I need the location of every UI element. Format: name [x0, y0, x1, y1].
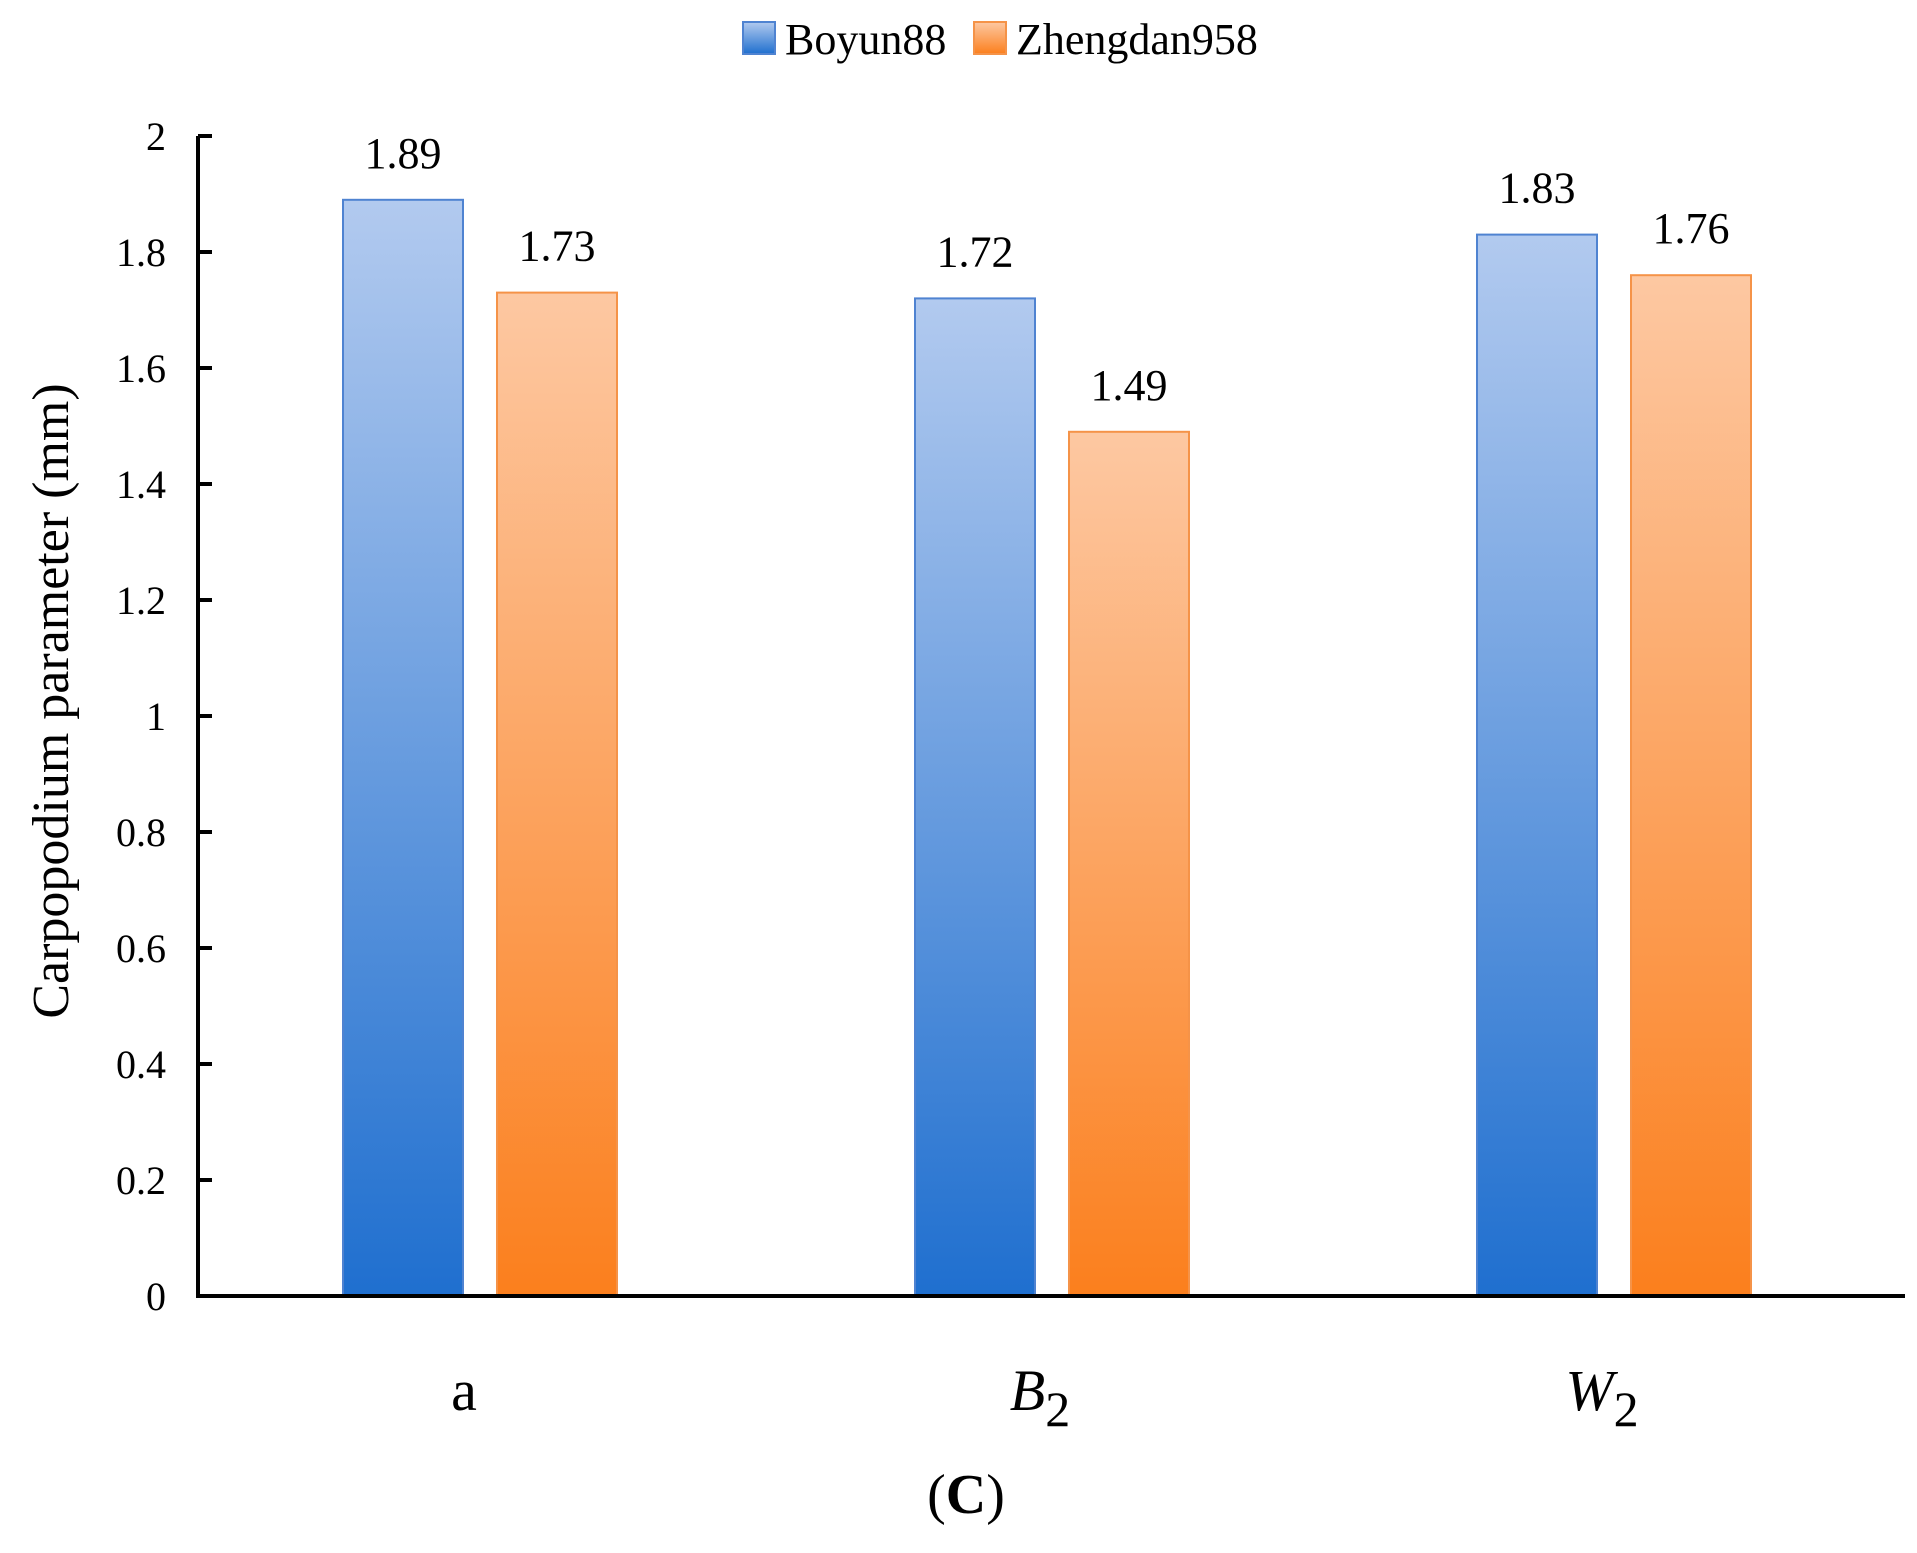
legend: Boyun88 Zhengdan958: [742, 15, 1258, 64]
figure-caption: (C): [927, 1464, 1005, 1526]
bar: [1630, 274, 1752, 1297]
bar: [1068, 430, 1190, 1297]
data-label: 1.89: [365, 129, 442, 178]
y-tick-label: 1.4: [116, 462, 166, 507]
bars: [342, 198, 1752, 1298]
y-tick-label: 1.8: [116, 230, 166, 275]
caption-close: ): [986, 1464, 1005, 1526]
y-axis-label: Carpopodium parameter (mm): [23, 383, 80, 1018]
legend-swatch: [973, 21, 1007, 55]
y-tick-label: 0.4: [116, 1042, 166, 1087]
bar: [496, 291, 618, 1298]
y-tick-label: 0.6: [116, 926, 166, 971]
data-label: 1.49: [1091, 361, 1168, 410]
axes: [196, 134, 1905, 1298]
legend-label: Boyun88: [785, 15, 946, 64]
y-tick-label: 1.2: [116, 578, 166, 623]
y-tick-label: 0.8: [116, 810, 166, 855]
value-labels: 1.89 1.72 1.83 1.73 1.49 1.76: [365, 129, 1730, 410]
y-tick-labels: 0 0.2 0.4 0.6 0.8 1 1.2 1.4 1.6 1.8 2: [116, 114, 166, 1319]
bar: [914, 297, 1036, 1297]
y-tick-label: 1.6: [116, 346, 166, 391]
legend-label: Zhengdan958: [1016, 15, 1258, 64]
y-tick-label: 2: [146, 114, 166, 159]
x-tick-labels: a B2 W2: [451, 1358, 1639, 1437]
y-tick-label: 0: [146, 1274, 166, 1319]
x-tick-label: a: [451, 1358, 477, 1423]
data-label: 1.72: [937, 227, 1014, 276]
caption-letter: C: [946, 1464, 986, 1526]
y-tick-label: 1: [146, 694, 166, 739]
bar: [1476, 233, 1598, 1298]
data-label: 1.76: [1653, 204, 1730, 253]
data-label: 1.73: [519, 222, 596, 271]
x-tick-label: B2: [1010, 1358, 1070, 1437]
legend-swatch: [742, 21, 776, 55]
data-label: 1.83: [1499, 164, 1576, 213]
bar: [342, 198, 464, 1297]
x-tick-label: W2: [1565, 1358, 1638, 1437]
caption-open: (: [927, 1464, 946, 1526]
y-tick-label: 0.2: [116, 1158, 166, 1203]
